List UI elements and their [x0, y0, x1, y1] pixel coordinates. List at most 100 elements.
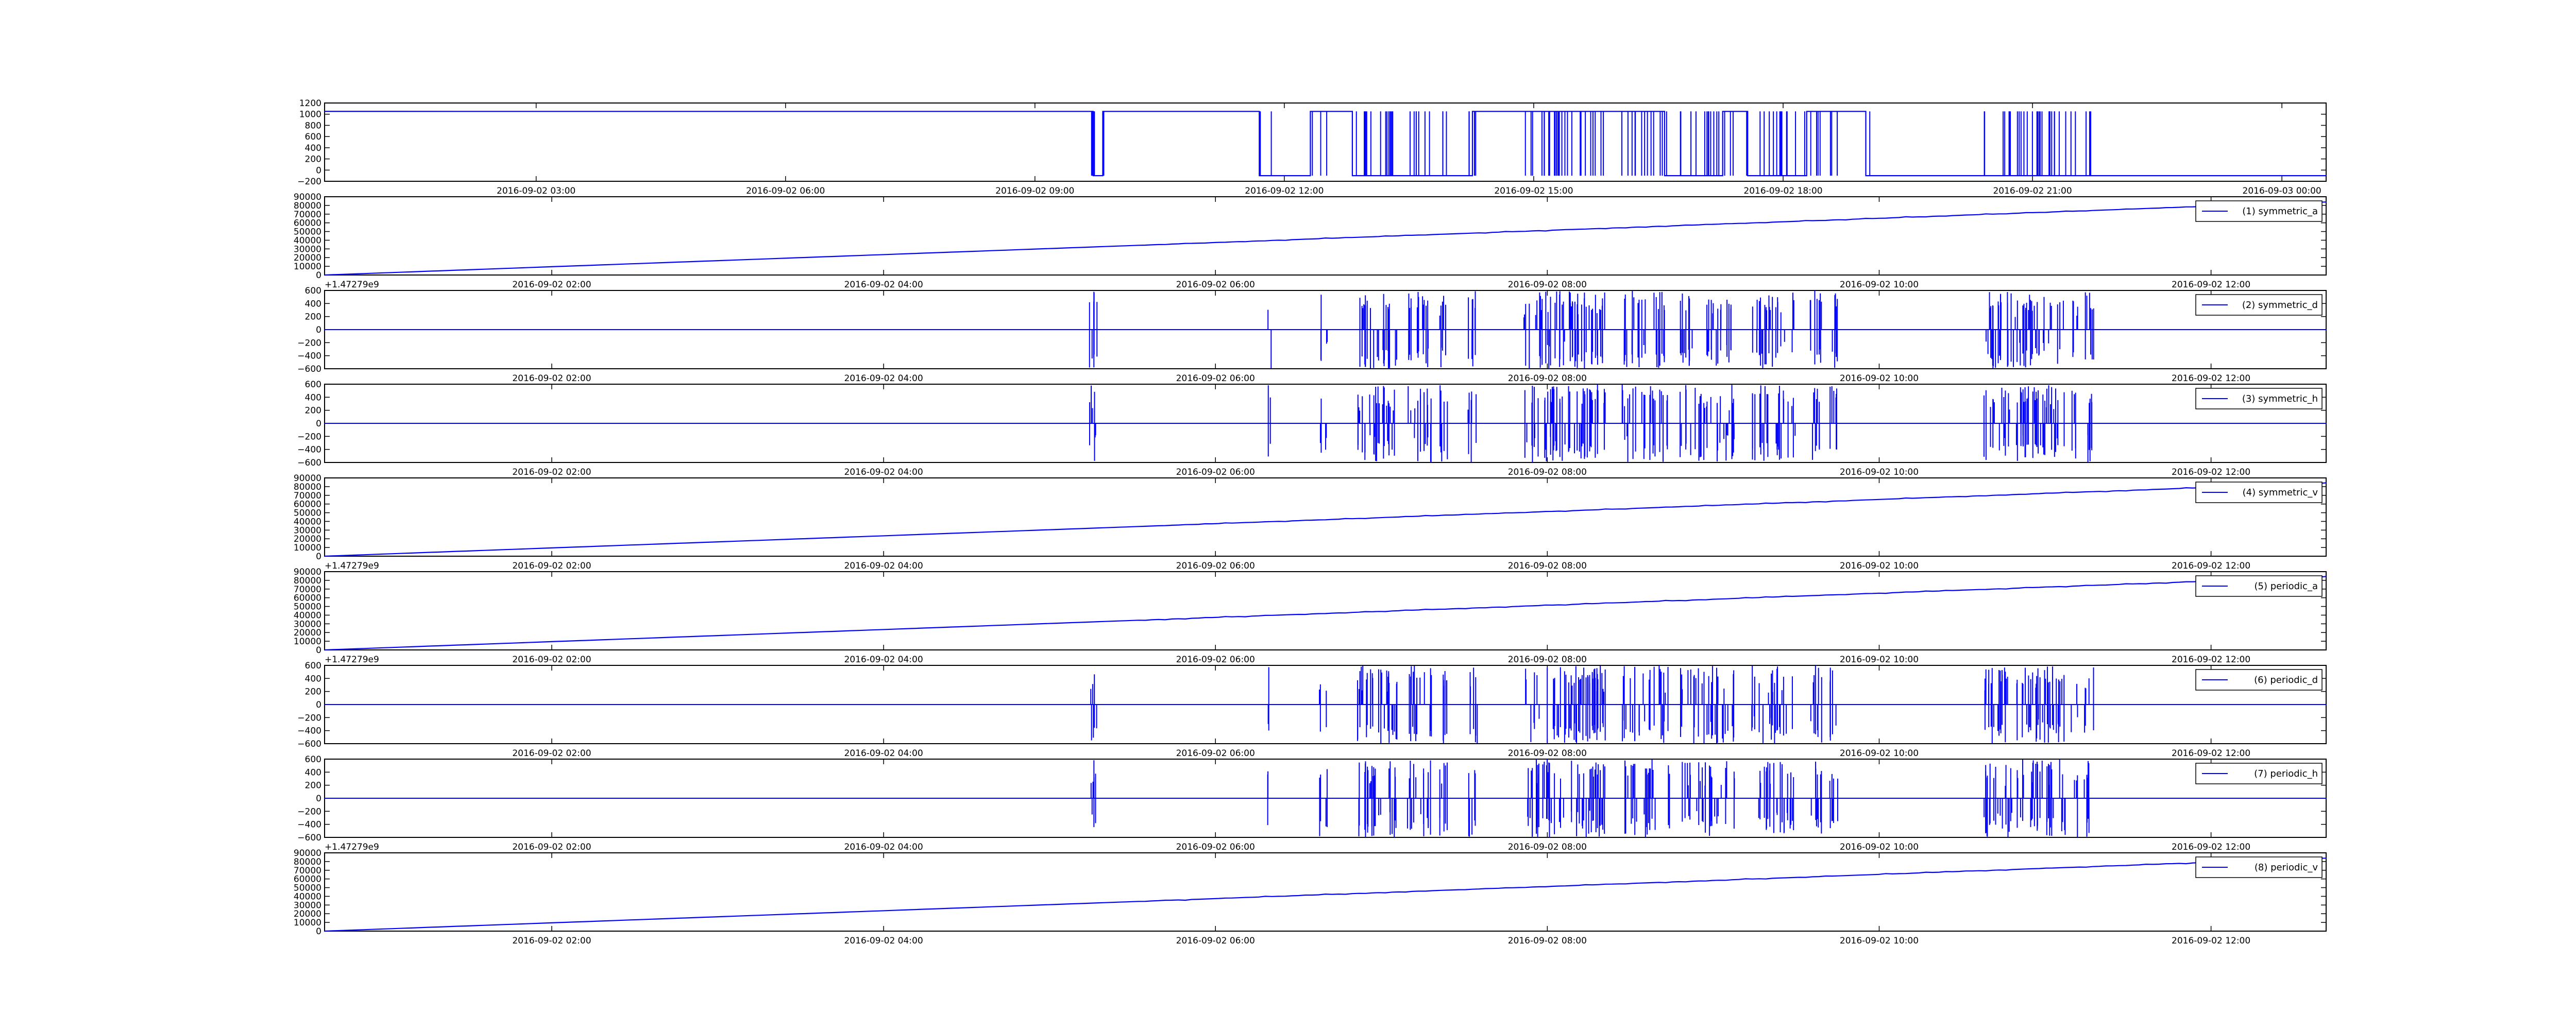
legend-label: (3) symmetric_h: [2242, 393, 2318, 404]
y-tick-label: 80000: [294, 201, 321, 211]
x-tick-label: 2016-09-02 08:00: [1508, 280, 1587, 290]
x-tick-label: 2016-09-02 12:00: [2172, 373, 2250, 384]
x-tick-label: 2016-09-02 03:00: [497, 186, 575, 196]
y-tick-label: 90000: [294, 567, 321, 577]
legend-label: (7) periodic_h: [2254, 768, 2318, 779]
x-tick-label: 2016-09-02 15:00: [1494, 186, 1573, 196]
y-tick-label: 10000: [294, 918, 321, 928]
y-tick-label: 0: [316, 325, 321, 335]
y-tick-label: 10000: [294, 543, 321, 553]
y-tick-label: −600: [297, 739, 321, 749]
y-tick-label: 20000: [294, 534, 321, 544]
legend: (6) periodic_d: [2195, 669, 2323, 691]
series-line: [324, 857, 2327, 932]
x-tick-label: 2016-09-02 04:00: [844, 842, 923, 852]
x-tick-label: 2016-09-02 06:00: [1176, 936, 1255, 946]
legend-label: (6) periodic_d: [2254, 675, 2318, 685]
y-tick-label: 600: [305, 754, 321, 765]
x-tick-label: 2016-09-02 12:00: [2172, 655, 2250, 665]
y-tick-label: 0: [316, 700, 321, 710]
axes-frame: [324, 477, 2327, 557]
y-tick-label: −200: [297, 806, 321, 817]
y-tick-label: 80000: [294, 576, 321, 586]
x-tick-label: 2016-09-02 12:00: [2172, 842, 2250, 852]
y-tick-label: 70000: [294, 585, 321, 595]
x-tick-label: 2016-09-02 10:00: [1840, 655, 1919, 665]
x-tick-label: 2016-09-02 04:00: [844, 748, 923, 759]
y-tick-label: 600: [305, 661, 321, 671]
y-tick-label: −400: [297, 726, 321, 736]
x-tick-label: 2016-09-02 08:00: [1508, 655, 1587, 665]
y-tick-label: 1000: [299, 110, 321, 120]
y-tick-label: 200: [305, 687, 321, 697]
y-tick-label: 200: [305, 406, 321, 416]
x-tick-label: 2016-09-02 02:00: [512, 655, 591, 665]
x-tick-label: 2016-09-02 04:00: [844, 467, 923, 477]
y-tick-label: 20000: [294, 628, 321, 638]
x-tick-label: 2016-09-02 08:00: [1508, 842, 1587, 852]
series-line: [324, 576, 2327, 651]
x-tick-label: 2016-09-02 12:00: [2172, 467, 2250, 477]
x-tick-label: 2016-09-02 09:00: [995, 186, 1074, 196]
y-tick-label: 20000: [294, 253, 321, 263]
y-tick-label: 90000: [294, 192, 321, 202]
y-tick-label: −400: [297, 820, 321, 830]
x-tick-label: 2016-09-02 12:00: [2172, 561, 2250, 571]
x-tick-label: 2016-09-02 21:00: [1993, 186, 2072, 196]
y-tick-label: 50000: [294, 508, 321, 519]
y-tick-label: 30000: [294, 619, 321, 629]
x-tick-label: 2016-09-02 10:00: [1840, 936, 1919, 946]
y-tick-label: 60000: [294, 874, 321, 885]
y-tick-label: 40000: [294, 517, 321, 527]
x-tick-label: 2016-09-02 06:00: [1176, 748, 1255, 759]
y-tick-label: 30000: [294, 525, 321, 536]
x-tick-label: 2016-09-02 12:00: [2172, 936, 2250, 946]
y-tick-label: 200: [305, 781, 321, 791]
legend: (2) symmetric_d: [2195, 294, 2323, 316]
x-offset-label: +1.47279e9: [325, 561, 379, 571]
y-tick-label: 0: [316, 270, 321, 281]
x-tick-label: 2016-09-02 12:00: [1245, 186, 1324, 196]
y-tick-label: 600: [305, 286, 321, 296]
y-tick-label: 10000: [294, 637, 321, 647]
y-tick-label: −400: [297, 445, 321, 455]
y-tick-label: 50000: [294, 883, 321, 894]
y-tick-label: −600: [297, 364, 321, 374]
y-tick-label: 10000: [294, 262, 321, 272]
x-tick-label: 2016-09-02 04:00: [844, 936, 923, 946]
y-tick-label: 40000: [294, 235, 321, 246]
y-tick-label: −600: [297, 833, 321, 843]
legend-label: (4) symmetric_v: [2243, 487, 2318, 498]
x-tick-label: 2016-09-02 08:00: [1508, 467, 1587, 477]
y-tick-label: 60000: [294, 500, 321, 510]
y-tick-label: 400: [305, 767, 321, 778]
x-tick-label: 2016-09-02 02:00: [512, 842, 591, 852]
y-tick-label: 0: [316, 165, 321, 176]
x-tick-label: 2016-09-02 06:00: [1176, 373, 1255, 384]
y-tick-label: 40000: [294, 610, 321, 621]
x-tick-label: 2016-09-02 08:00: [1508, 748, 1587, 759]
x-offset-label: +1.47279e9: [325, 842, 379, 852]
y-tick-label: 30000: [294, 900, 321, 911]
x-tick-label: 2016-09-02 08:00: [1508, 561, 1587, 571]
x-tick-label: 2016-09-02 10:00: [1840, 842, 1919, 852]
y-tick-label: 80000: [294, 857, 321, 867]
y-tick-label: 30000: [294, 244, 321, 254]
x-tick-label: 2016-09-02 02:00: [512, 748, 591, 759]
y-tick-label: 50000: [294, 227, 321, 237]
y-tick-label: 200: [305, 154, 321, 165]
axes-frame: [324, 102, 2327, 182]
y-tick-label: 60000: [294, 593, 321, 604]
subplot-3: −600 −400 −200 0 200 400 600 2016-09-02 02:00 20…: [297, 286, 2327, 384]
y-tick-label: 600: [305, 380, 321, 390]
y-tick-label: 80000: [294, 482, 321, 492]
y-tick-label: 0: [316, 552, 321, 562]
legend-label: (2) symmetric_d: [2242, 300, 2318, 311]
legend: (8) periodic_v: [2195, 856, 2323, 878]
x-tick-label: 2016-09-02 10:00: [1840, 561, 1919, 571]
y-tick-label: 600: [305, 132, 321, 142]
legend-label: (1) symmetric_a: [2242, 206, 2318, 217]
